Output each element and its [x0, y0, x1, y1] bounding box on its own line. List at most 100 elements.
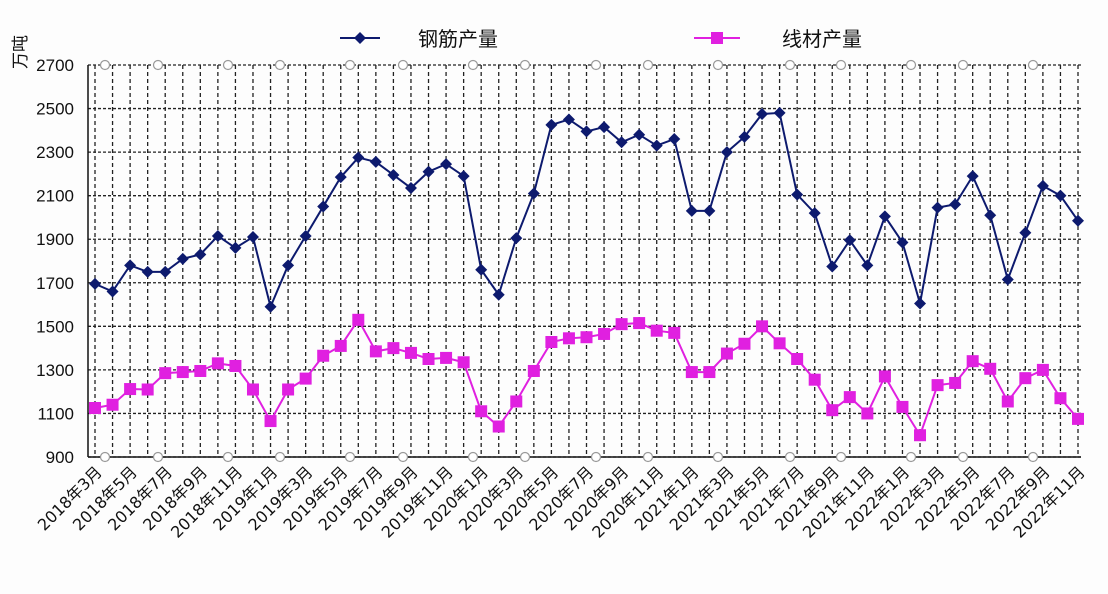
data-point-square: [1036, 363, 1049, 376]
edge-circle-marker: [642, 59, 654, 71]
edge-circle-marker: [835, 451, 847, 463]
data-point-square: [738, 337, 751, 350]
data-point-square: [966, 355, 979, 368]
data-point-diamond: [124, 259, 137, 272]
data-point-square: [264, 415, 277, 428]
data-point-square: [720, 347, 733, 360]
data-point-diamond: [352, 151, 365, 164]
y-tick-label: 900: [46, 448, 74, 467]
edge-circle-marker: [905, 451, 917, 463]
data-point-square: [317, 349, 330, 362]
edge-circle-marker: [590, 451, 602, 463]
edge-circle-marker: [467, 451, 479, 463]
edge-circle-marker: [222, 451, 234, 463]
data-point-square: [598, 327, 611, 340]
data-point-diamond: [914, 297, 927, 310]
data-point-diamond: [475, 263, 488, 276]
y-tick-label: 1100: [37, 404, 74, 423]
edge-circle-marker: [519, 451, 531, 463]
data-point-square: [124, 383, 137, 396]
data-point-diamond: [89, 277, 101, 290]
data-point-diamond: [404, 182, 417, 195]
y-tick-label: 1500: [36, 317, 74, 336]
data-point-diamond: [1019, 226, 1032, 239]
data-point-square: [492, 420, 505, 433]
edge-circle-marker: [152, 59, 164, 71]
data-point-diamond: [861, 259, 874, 272]
y-tick-label: 1900: [36, 230, 74, 249]
data-point-square: [703, 366, 716, 379]
data-point-square: [194, 364, 207, 377]
data-point-diamond: [791, 188, 804, 201]
data-point-square: [668, 326, 681, 339]
data-point-diamond: [545, 118, 558, 131]
edge-circle-marker: [957, 451, 969, 463]
data-point-diamond: [440, 158, 453, 171]
edge-circle-marker: [274, 451, 286, 463]
data-point-square: [843, 391, 856, 404]
data-point-diamond: [949, 198, 962, 211]
data-point-diamond: [141, 265, 154, 278]
edge-circle-marker: [274, 59, 286, 71]
y-axis-ticks: 900 1100 1300 1500 1700 1900 2100 2300 2500 2700: [36, 56, 74, 467]
edge-circle-marker: [344, 59, 356, 71]
data-point-diamond: [598, 121, 611, 134]
legend-item-wire: 线材产量: [694, 27, 862, 51]
data-point-square: [756, 320, 769, 333]
data-point-square: [1001, 395, 1014, 408]
data-point-diamond: [229, 241, 242, 254]
edge-circle-marker: [467, 59, 479, 71]
data-point-square: [545, 336, 558, 349]
data-point-diamond: [299, 229, 312, 242]
edge-circle-marker: [905, 59, 917, 71]
data-point-diamond: [211, 229, 224, 242]
data-point-diamond: [1054, 189, 1067, 202]
edge-circle-marker: [712, 451, 724, 463]
series-layer: [89, 106, 1084, 442]
data-point-diamond: [492, 288, 505, 301]
data-point-square: [334, 339, 347, 352]
legend-square-icon: [711, 32, 723, 44]
data-point-square: [440, 351, 453, 364]
edge-circle-marker: [957, 59, 969, 71]
data-point-square: [1072, 412, 1084, 425]
data-point-square: [475, 405, 488, 418]
edge-circle-marker: [1027, 59, 1039, 71]
edge-circle-marker: [784, 59, 796, 71]
data-point-square: [861, 407, 874, 420]
data-point-square: [89, 402, 101, 414]
data-point-square: [826, 404, 839, 417]
data-point-diamond: [159, 265, 172, 278]
data-point-diamond: [510, 232, 523, 245]
data-point-square: [615, 318, 628, 331]
data-point-diamond: [369, 155, 382, 168]
edge-circle-marker: [590, 59, 602, 71]
edge-circle-marker: [222, 59, 234, 71]
edge-circle-marker: [397, 59, 409, 71]
data-point-diamond: [808, 207, 821, 220]
data-point-square: [159, 367, 172, 380]
data-point-diamond: [966, 170, 979, 183]
edge-circle-marker: [835, 59, 847, 71]
edge-circle-marker: [152, 451, 164, 463]
data-point-square: [1019, 372, 1032, 385]
data-point-diamond: [264, 300, 277, 313]
data-point-diamond: [1072, 214, 1084, 227]
edge-circle-marker: [99, 451, 111, 463]
data-point-square: [229, 359, 242, 372]
data-point-square: [773, 337, 786, 350]
data-point-diamond: [1001, 273, 1014, 286]
data-point-diamond: [334, 171, 347, 184]
data-point-square: [387, 342, 400, 355]
data-point-square: [633, 317, 646, 330]
series-rebar: [89, 106, 1084, 313]
y-tick-label: 1700: [36, 274, 74, 293]
data-point-square: [878, 370, 891, 383]
legend-item-rebar: 钢筋产量: [340, 27, 498, 51]
legend-label-wire: 线材产量: [782, 27, 862, 51]
x-axis-ticks: 2018年3月2018年5月2018年7月2018年9月2018年11月2019…: [34, 462, 1089, 541]
data-point-diamond: [685, 204, 698, 217]
edge-circle-marker: [784, 451, 796, 463]
data-point-square: [176, 366, 189, 379]
data-point-diamond: [896, 236, 909, 249]
